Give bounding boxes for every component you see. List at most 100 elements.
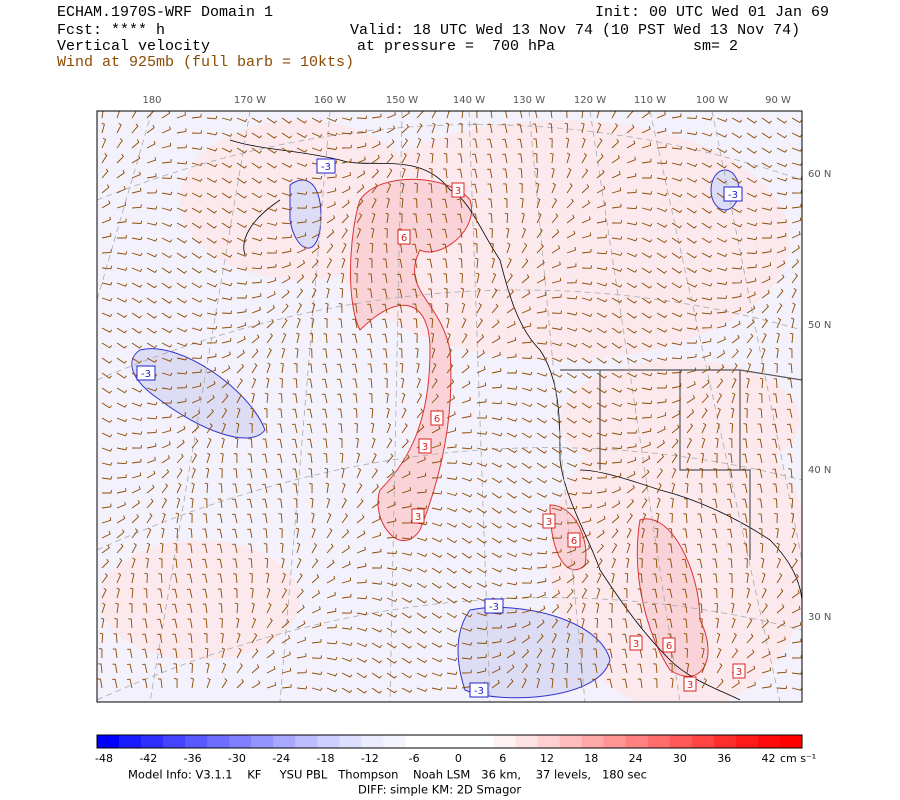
barb (503, 198, 508, 209)
barb (172, 648, 178, 659)
barb (356, 672, 368, 679)
barb (371, 197, 377, 209)
barb (116, 138, 123, 149)
barb (611, 459, 622, 464)
barb (716, 364, 725, 374)
barb (444, 137, 449, 149)
barb (249, 572, 253, 584)
barb (521, 306, 531, 314)
barb (202, 528, 208, 539)
barb (489, 227, 493, 239)
barb (296, 557, 302, 569)
barb (772, 468, 778, 479)
barb (221, 351, 231, 359)
barb (506, 386, 518, 390)
barb (772, 393, 778, 404)
barb (236, 177, 247, 184)
barb (146, 312, 157, 319)
barb (641, 527, 645, 539)
barb (171, 618, 178, 629)
barb (204, 647, 209, 659)
borders (560, 369, 802, 560)
barb (371, 687, 382, 694)
barb (656, 453, 665, 464)
barb (476, 626, 488, 631)
barb (701, 351, 712, 359)
barb (161, 252, 172, 259)
barb (161, 497, 167, 509)
barb (191, 341, 203, 346)
barb (307, 438, 313, 449)
barb (371, 597, 383, 601)
barb (536, 292, 547, 299)
barb (114, 617, 118, 629)
barb (727, 483, 733, 494)
barb (476, 350, 485, 359)
barb (566, 560, 576, 569)
barb (671, 129, 682, 134)
barb (625, 557, 630, 569)
barb (506, 353, 517, 359)
barb (745, 572, 749, 584)
barb (642, 174, 652, 179)
barb (491, 679, 500, 689)
barb (596, 169, 605, 179)
barb (652, 588, 658, 599)
barb (206, 267, 218, 273)
barb (115, 602, 119, 614)
barb (176, 252, 187, 259)
barb (382, 273, 388, 284)
barb (430, 332, 435, 344)
barb (356, 142, 367, 149)
barb (476, 366, 486, 374)
barb (172, 588, 178, 599)
barb (746, 681, 756, 689)
barb (101, 216, 111, 224)
barb (611, 445, 623, 449)
barb (356, 687, 367, 694)
barb (371, 113, 382, 119)
barb (251, 632, 258, 644)
barb (731, 222, 743, 228)
barb (461, 537, 472, 544)
barb (521, 580, 532, 584)
barb (116, 387, 128, 394)
barb (161, 267, 172, 274)
barb (311, 671, 323, 676)
barb (686, 353, 697, 359)
barb (637, 663, 643, 674)
barb (397, 303, 403, 314)
barb (146, 327, 157, 334)
barb (536, 387, 548, 393)
barb (401, 627, 412, 634)
barb (731, 132, 743, 139)
barb (442, 243, 448, 254)
barb (501, 123, 508, 134)
barb (683, 633, 688, 644)
lon-label: 90 W (765, 95, 791, 106)
barb (581, 297, 593, 302)
barb (776, 685, 788, 690)
barb (221, 147, 233, 153)
barb (446, 363, 454, 374)
barb (221, 267, 233, 273)
barb (131, 267, 143, 273)
barb (791, 231, 801, 239)
barb (247, 543, 253, 554)
barb (686, 267, 698, 274)
barb (487, 183, 493, 194)
barb (521, 522, 533, 528)
barb (716, 407, 721, 419)
barb (607, 633, 613, 644)
barb (401, 487, 412, 494)
barb (341, 657, 353, 662)
barb (611, 472, 622, 479)
barb (266, 362, 271, 374)
barb (251, 392, 255, 404)
barb (206, 325, 218, 330)
barb (161, 400, 173, 404)
barb (399, 197, 404, 209)
barb (339, 452, 344, 464)
barb (491, 567, 503, 573)
barb (446, 582, 457, 589)
